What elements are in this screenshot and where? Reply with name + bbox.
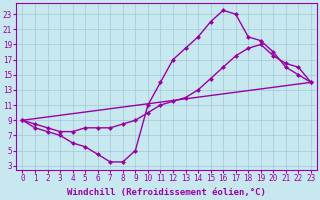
X-axis label: Windchill (Refroidissement éolien,°C): Windchill (Refroidissement éolien,°C) [67, 188, 266, 197]
